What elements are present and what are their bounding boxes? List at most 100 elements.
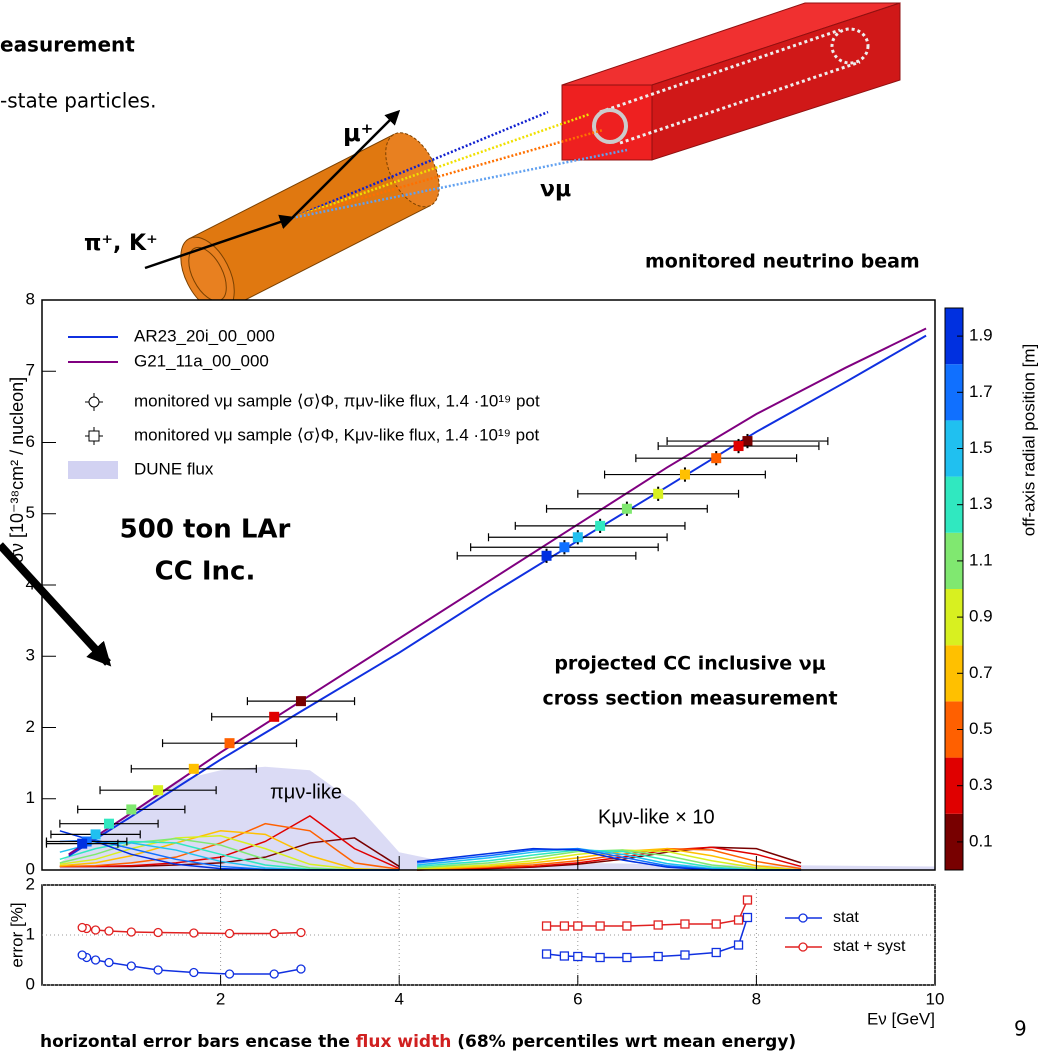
big-arrow [0, 542, 112, 667]
colorbar-band [945, 589, 963, 646]
error-point [541, 921, 552, 931]
x-axis-label: Eν [GeV] [867, 1009, 935, 1028]
colorbar-band [945, 476, 963, 533]
data-point [711, 453, 722, 464]
flux-curve [59, 830, 400, 871]
error-point [711, 919, 721, 929]
error-point [90, 955, 101, 965]
data-point [295, 696, 306, 707]
y-tick-label: 7 [26, 361, 35, 380]
subtitle-fragment: -state particles. [0, 89, 156, 113]
colorbar-tick-label: 0.5 [969, 719, 993, 738]
legend-label: AR23_20i_00_000 [134, 326, 275, 345]
error-point [153, 927, 163, 938]
data-point [269, 711, 280, 722]
legend-label: G21_11a_00_000 [134, 351, 269, 370]
plot-area [42, 300, 935, 870]
data-point [153, 785, 164, 796]
error-point [104, 957, 114, 968]
note: cross section measurement [542, 688, 837, 710]
error-point [622, 952, 632, 963]
data-point [733, 441, 744, 452]
data-point [77, 838, 88, 849]
error-line [546, 899, 749, 927]
plot: 0 1 2 3 4 5 6 7 8 σν [10⁻³⁸cm² / nucleon] AR23_20i… [7, 289, 1039, 1028]
neutrino-rays [291, 110, 628, 220]
data-point [595, 520, 606, 531]
colorbar-tick-label: 0.7 [969, 663, 993, 682]
error-point [189, 967, 199, 978]
error-point [742, 895, 753, 905]
error-point [653, 951, 663, 962]
error-point [189, 928, 199, 938]
page-number: 9 [1014, 1017, 1027, 1041]
data-point [224, 738, 235, 749]
error-line [546, 917, 749, 959]
error-point [733, 915, 744, 925]
muon-arrow [291, 109, 401, 219]
colorbar-tick-label: 1.5 [969, 438, 993, 457]
error-point [680, 950, 690, 960]
error-point [296, 964, 306, 974]
error-point [77, 922, 87, 933]
model-line [68, 334, 927, 857]
decay-pipe [180, 132, 440, 312]
note: projected CC inclusive νμ [554, 653, 825, 675]
legend-label: stat [833, 909, 859, 926]
error-point [573, 951, 583, 962]
y-tick-label: 3 [26, 646, 35, 665]
y-tick-label: 5 [26, 503, 35, 522]
error-point [296, 927, 306, 938]
data-point [653, 488, 664, 499]
colorbar-tick-label: 0.9 [969, 607, 993, 626]
error-point [90, 925, 101, 935]
x-tick-label: 8 [752, 989, 761, 1008]
legend-swatch [68, 461, 118, 479]
meson-arrow [144, 214, 295, 270]
colorbar-band [945, 701, 963, 758]
colorbar-band [945, 364, 963, 421]
colorbar-frame [944, 307, 964, 871]
error-point [269, 969, 279, 979]
error-point [541, 949, 552, 959]
y-tick-label: 1 [26, 924, 35, 943]
y-tick-label: 2 [26, 874, 35, 893]
error-point [798, 942, 808, 952]
error-point [559, 921, 570, 931]
y-axis-label: σν [10⁻³⁸cm² / nucleon] [7, 377, 27, 563]
muon-label: μ⁺ [343, 119, 373, 147]
error-point [153, 965, 163, 975]
footer-text: horizontal error bars encase the [40, 1032, 356, 1052]
error-point [224, 928, 235, 939]
legend-label: DUNE flux [134, 459, 214, 478]
legend-label: monitored νμ sample ⟨σ⟩Φ, πμν-like flux,… [134, 391, 540, 410]
error-point [680, 919, 690, 929]
y-tick-label: 0 [26, 859, 35, 878]
footer: horizontal error bars encase the flux wi… [40, 1032, 796, 1052]
data-point [541, 550, 552, 561]
error-point [224, 969, 235, 979]
error-point [711, 947, 721, 958]
title-fragment: easurement [0, 33, 135, 57]
colorbar-band [945, 757, 963, 814]
error-point [573, 921, 583, 931]
data-point [103, 818, 114, 829]
legend-swatch [88, 430, 100, 442]
flux-area [59, 766, 936, 870]
footer-highlight: flux width [356, 1032, 452, 1052]
colorbar-band [945, 420, 963, 477]
target-label: CC Inc. [155, 557, 256, 587]
flux-curve [59, 822, 400, 871]
y-tick-label: 1 [26, 788, 35, 807]
y-tick-label: 2 [26, 717, 35, 736]
flux-label: Kμν-like × 10 [598, 806, 715, 828]
x-tick-label: 10 [926, 989, 945, 1008]
legend-label: monitored νμ sample ⟨σ⟩Φ, Kμν-like flux,… [134, 425, 540, 444]
colorbar-band [945, 308, 963, 365]
colorbar-tick-label: 1.1 [969, 550, 993, 569]
error-point [77, 950, 87, 960]
data-point [621, 503, 632, 514]
flux-curve [59, 835, 400, 871]
legend-swatch [88, 396, 100, 408]
